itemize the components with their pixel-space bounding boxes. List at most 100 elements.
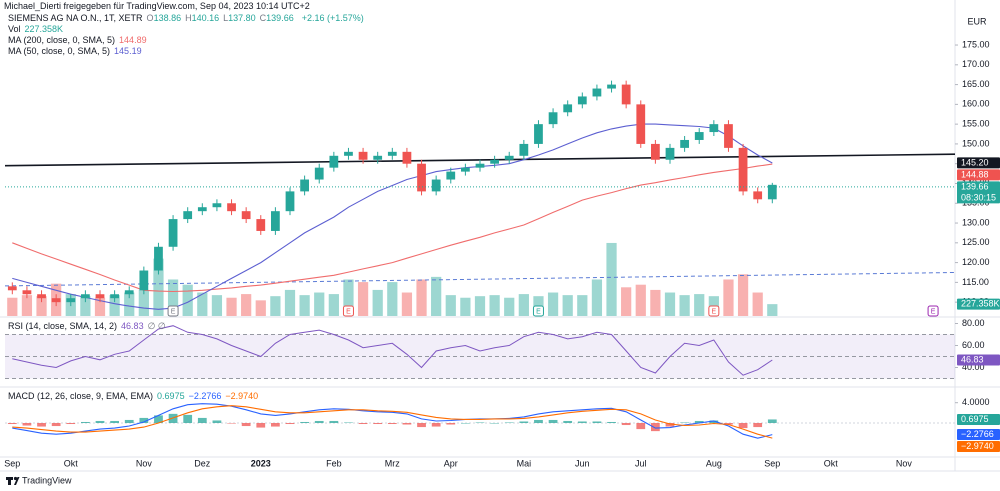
x-tick-label: Nov (136, 458, 153, 468)
macd-histogram-bar (110, 420, 119, 423)
event-marker (927, 305, 939, 317)
price-tag-label: 139.66 (961, 181, 989, 191)
candle-body (694, 132, 704, 140)
volume-bar (109, 295, 120, 316)
macd-histogram-bar (534, 419, 543, 423)
x-tick-label: Okt (64, 458, 79, 468)
volume-bar (401, 292, 413, 316)
candle-body (358, 151, 368, 160)
macd-histogram-bar (66, 423, 76, 425)
volume-legend: Vol 227.358K (8, 24, 67, 35)
macd-histogram-bar (490, 423, 499, 424)
price-tag (957, 354, 1000, 366)
macd-histogram-bar (329, 420, 339, 423)
event-label: E (171, 308, 176, 315)
x-tick-label: Aug (706, 458, 722, 468)
volume-bar (562, 295, 573, 316)
volume-bar (211, 295, 223, 316)
volume-bar (635, 284, 646, 316)
macd-hist-value: 0.6975 (157, 391, 185, 401)
macd-histogram-bar (431, 423, 441, 427)
price-tag (957, 298, 1000, 310)
candle-body (81, 294, 90, 299)
macd-histogram-bar (22, 423, 32, 426)
rsi-value: 46.83 (121, 321, 144, 331)
macd-histogram-bar (300, 421, 309, 423)
y-tick-label: 160.00 (962, 99, 990, 109)
candle-body (314, 167, 324, 180)
macd-line (12, 405, 773, 439)
volume-bar (752, 292, 763, 316)
candle-body (709, 124, 719, 133)
candle-body (446, 171, 456, 180)
candle-body (271, 211, 280, 231)
x-tick-label: Mrz (385, 458, 400, 468)
volume-bar (226, 297, 237, 316)
signal-value: −2.9740 (225, 391, 259, 401)
ma50-value: 145.19 (114, 46, 142, 56)
candle-body (183, 211, 193, 220)
macd-histogram-bar (314, 420, 324, 423)
y-tick-label: 80.00 (962, 318, 985, 328)
currency: EUR (967, 16, 987, 26)
volume-bar (737, 274, 749, 316)
macd-histogram-bar (387, 423, 397, 425)
volume-bar (431, 276, 442, 316)
macd-histogram-bar (548, 419, 558, 423)
candle-body (636, 104, 646, 144)
volume-bar (650, 289, 661, 316)
ma200-value: 144.89 (119, 35, 147, 45)
ohlc-value: 137.80 (228, 13, 256, 23)
price-tag (957, 169, 1000, 181)
candle-body (490, 159, 499, 164)
pane (5, 403, 955, 439)
candle-body (680, 139, 689, 148)
y-tick-label: 4.0000 (962, 397, 990, 407)
candle-body (344, 151, 353, 156)
volume-bar (241, 294, 252, 316)
candle-body (431, 179, 441, 192)
macd-histogram-bar (446, 423, 456, 425)
event-marker (708, 305, 720, 317)
event-label: E (536, 308, 541, 315)
rsi-extra: ∅ ∅ (147, 321, 166, 331)
volume-name: Vol (8, 24, 21, 34)
candle-body (7, 286, 17, 291)
macd-histogram-bar (285, 423, 295, 425)
volume-bar (489, 295, 500, 316)
macd-histogram-bar (51, 423, 61, 427)
event-marker (532, 305, 544, 317)
price-tag-label: 144.88 (961, 169, 989, 179)
volume-bar (591, 279, 603, 316)
macd-legend: MACD (12, 26, close, 9, EMA, EMA) 0.6975−… (8, 391, 262, 402)
logo (6, 476, 20, 485)
price-legend: SIEMENS AG NA O.N., 1T, XETR O138.86 H140.… (8, 13, 368, 24)
macd-histogram-bar (124, 419, 134, 423)
y-tick-label: 125.00 (962, 237, 990, 247)
x-tick-label: Jun (575, 458, 590, 468)
macd-histogram-bar (271, 423, 280, 427)
macd-histogram-bar (592, 421, 602, 423)
y-tick-label: 175.00 (962, 39, 990, 49)
volume-bar (182, 284, 193, 316)
macd-histogram-bar (139, 417, 149, 423)
candle-body (154, 246, 163, 271)
volume-bar (197, 292, 208, 316)
y-tick-label: 150.00 (962, 138, 990, 148)
macd-histogram-bar (475, 422, 485, 423)
moving-average (12, 123, 773, 310)
ma200-legend: MA (200, close, 0, SMA, 5) 144.89 (8, 35, 151, 46)
price-tag (957, 413, 1000, 425)
macd-histogram-bar (709, 420, 719, 423)
ohlc-key: C (259, 13, 267, 23)
volume-bar (387, 282, 398, 316)
ohlc-key: O (146, 13, 154, 23)
macd-histogram-bar (256, 423, 266, 428)
volume-bar (138, 289, 149, 316)
rsi-title: RSI (14, close, SMA, 14, 2) (8, 321, 118, 331)
x-tick-label: 2023 (251, 458, 271, 468)
macd-histogram-bar (37, 423, 46, 427)
volume-bar (153, 258, 164, 316)
footer-brand: TradingView (22, 475, 72, 485)
